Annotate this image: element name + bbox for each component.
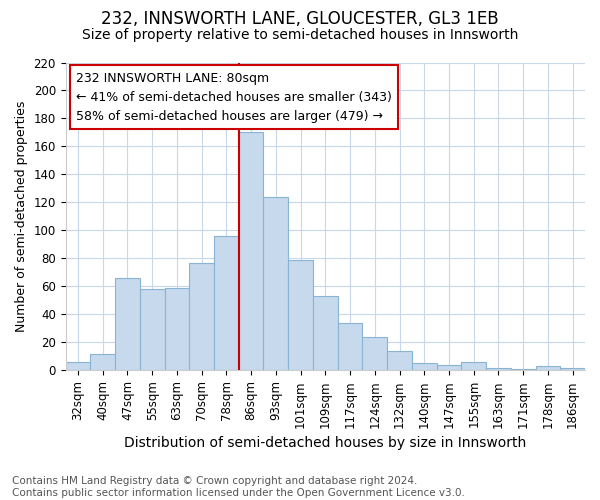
Text: Size of property relative to semi-detached houses in Innsworth: Size of property relative to semi-detach… (82, 28, 518, 42)
Bar (461, 362, 486, 370)
Bar (140, 289, 164, 370)
Bar (362, 336, 387, 370)
Bar (115, 278, 140, 370)
Bar (239, 132, 263, 370)
Bar (511, 369, 536, 370)
Bar (190, 262, 214, 370)
Bar (263, 197, 288, 370)
Bar (288, 260, 313, 370)
Bar (91, 354, 115, 370)
Text: 232 INNSWORTH LANE: 80sqm
← 41% of semi-detached houses are smaller (343)
58% of: 232 INNSWORTH LANE: 80sqm ← 41% of semi-… (76, 72, 392, 122)
X-axis label: Distribution of semi-detached houses by size in Innsworth: Distribution of semi-detached houses by … (124, 436, 526, 450)
Text: Contains HM Land Registry data © Crown copyright and database right 2024.
Contai: Contains HM Land Registry data © Crown c… (12, 476, 465, 498)
Bar (536, 366, 560, 370)
Bar (560, 368, 585, 370)
Bar (338, 322, 362, 370)
Text: 232, INNSWORTH LANE, GLOUCESTER, GL3 1EB: 232, INNSWORTH LANE, GLOUCESTER, GL3 1EB (101, 10, 499, 28)
Y-axis label: Number of semi-detached properties: Number of semi-detached properties (15, 100, 28, 332)
Bar (412, 364, 437, 370)
Bar (164, 288, 190, 370)
Bar (437, 364, 461, 370)
Bar (214, 236, 239, 370)
Bar (387, 350, 412, 370)
Bar (486, 368, 511, 370)
Bar (65, 362, 91, 370)
Bar (313, 296, 338, 370)
